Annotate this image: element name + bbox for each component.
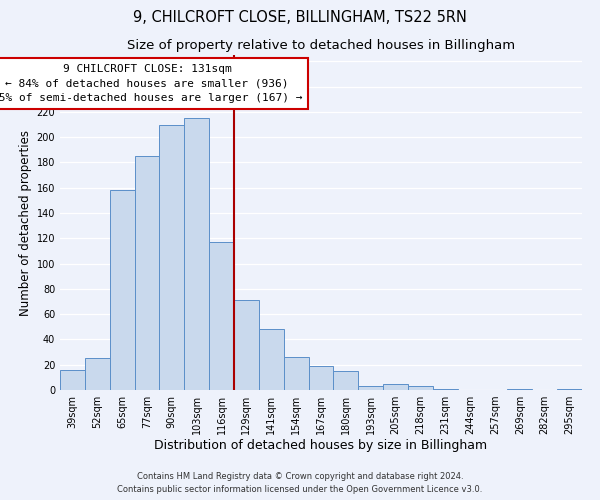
Text: 9, CHILCROFT CLOSE, BILLINGHAM, TS22 5RN: 9, CHILCROFT CLOSE, BILLINGHAM, TS22 5RN — [133, 10, 467, 25]
Bar — [85, 358, 110, 390]
Y-axis label: Number of detached properties: Number of detached properties — [19, 130, 32, 316]
Bar — [209, 242, 234, 390]
Bar — [308, 366, 334, 390]
Bar — [383, 384, 408, 390]
Bar — [433, 388, 458, 390]
Text: Contains HM Land Registry data © Crown copyright and database right 2024.
Contai: Contains HM Land Registry data © Crown c… — [118, 472, 482, 494]
Bar — [234, 300, 259, 390]
Bar — [259, 330, 284, 390]
Bar — [134, 156, 160, 390]
Bar — [284, 357, 308, 390]
Bar — [334, 371, 358, 390]
Bar — [358, 386, 383, 390]
Bar — [508, 388, 532, 390]
Bar — [110, 190, 134, 390]
Bar — [184, 118, 209, 390]
Bar — [160, 124, 184, 390]
Bar — [408, 386, 433, 390]
Text: 9 CHILCROFT CLOSE: 131sqm
← 84% of detached houses are smaller (936)
15% of semi: 9 CHILCROFT CLOSE: 131sqm ← 84% of detac… — [0, 64, 302, 104]
X-axis label: Distribution of detached houses by size in Billingham: Distribution of detached houses by size … — [154, 438, 488, 452]
Bar — [557, 388, 582, 390]
Bar — [60, 370, 85, 390]
Title: Size of property relative to detached houses in Billingham: Size of property relative to detached ho… — [127, 40, 515, 52]
